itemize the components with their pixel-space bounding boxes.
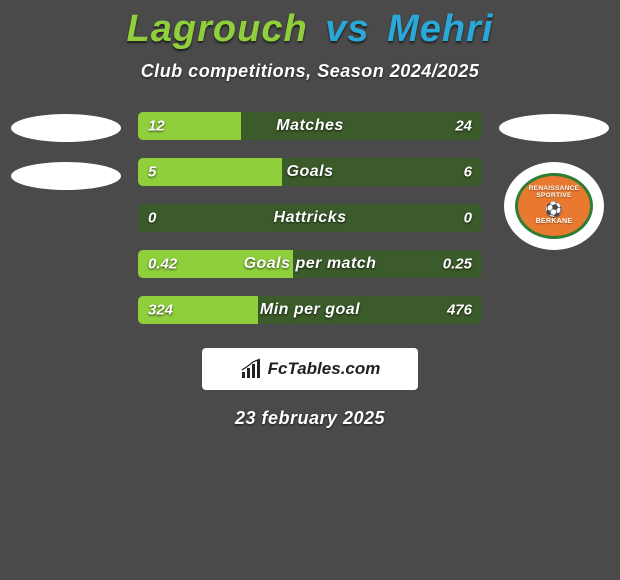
- left-side: [6, 112, 126, 190]
- stat-value-left: 5: [148, 164, 156, 181]
- stat-value-right: 6: [464, 164, 472, 181]
- root: Lagrouch vs Mehri Club competitions, Sea…: [0, 0, 620, 429]
- club-text-top: RENAISSANCE SPORTIVE: [518, 186, 590, 200]
- club-text-bottom: BERKANE: [536, 218, 573, 225]
- stat-value-right: 0.25: [443, 256, 472, 273]
- stat-value-left: 0: [148, 210, 156, 227]
- stat-value-left: 0.42: [148, 256, 177, 273]
- soccer-ball-icon: ⚽: [545, 202, 563, 217]
- stats-section: 12 Matches 24 5 Goals 6 0 Hattricks 0 0.42 Goals p…: [0, 112, 620, 324]
- title-player1: Lagrouch: [127, 8, 308, 50]
- stat-bar: 12 Matches 24: [138, 112, 482, 140]
- stat-bar: 0.42 Goals per match 0.25: [138, 250, 482, 278]
- bar-chart-icon: [240, 358, 264, 380]
- stat-value-right: 476: [447, 302, 472, 319]
- stat-label: Goals: [287, 163, 334, 181]
- stat-label: Hattricks: [274, 209, 347, 227]
- right-side: RENAISSANCE SPORTIVE ⚽ BERKANE: [494, 112, 614, 250]
- player1-flag-placeholder: [11, 114, 121, 142]
- player2-flag-placeholder: [499, 114, 609, 142]
- title-vs: vs: [325, 8, 369, 50]
- page-title: Lagrouch vs Mehri: [0, 8, 620, 51]
- stat-label: Matches: [276, 117, 344, 135]
- stat-bar: 0 Hattricks 0: [138, 204, 482, 232]
- stat-value-right: 0: [464, 210, 472, 227]
- stat-value-right: 24: [455, 118, 472, 135]
- brand-badge: FcTables.com: [202, 348, 418, 390]
- stat-label: Min per goal: [260, 301, 360, 319]
- stat-value-left: 12: [148, 118, 165, 135]
- brand-text: FcTables.com: [268, 359, 381, 379]
- stat-bar-fill: [138, 158, 282, 186]
- stat-bar: 324 Min per goal 476: [138, 296, 482, 324]
- date-text: 23 february 2025: [0, 408, 620, 429]
- player2-club-logo: RENAISSANCE SPORTIVE ⚽ BERKANE: [504, 162, 604, 250]
- stat-value-left: 324: [148, 302, 173, 319]
- title-player2: Mehri: [387, 8, 493, 50]
- subtitle: Club competitions, Season 2024/2025: [0, 61, 620, 82]
- stat-bar: 5 Goals 6: [138, 158, 482, 186]
- stat-label: Goals per match: [244, 255, 377, 273]
- player1-club-placeholder: [11, 162, 121, 190]
- stat-bars: 12 Matches 24 5 Goals 6 0 Hattricks 0 0.42 Goals p…: [138, 112, 482, 324]
